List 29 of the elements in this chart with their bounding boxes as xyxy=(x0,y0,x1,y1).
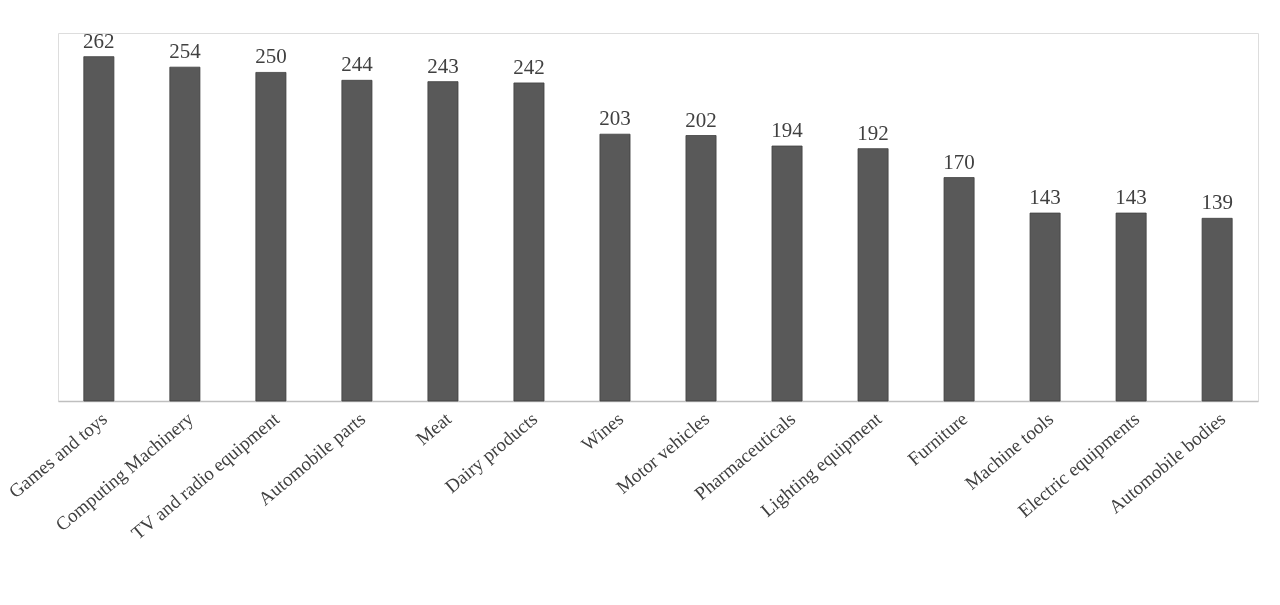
data-label: 143 xyxy=(1115,185,1147,210)
bar xyxy=(857,148,889,402)
bar xyxy=(1115,212,1147,402)
bar xyxy=(771,145,803,402)
bar xyxy=(1201,217,1233,402)
bar xyxy=(427,81,459,402)
data-label: 203 xyxy=(599,106,631,131)
bar xyxy=(513,82,545,402)
bar xyxy=(83,56,115,402)
data-label: 139 xyxy=(1201,190,1233,215)
x-tick-label: Meat xyxy=(411,407,456,450)
data-label: 262 xyxy=(83,28,115,53)
data-label: 242 xyxy=(513,54,545,79)
data-label: 143 xyxy=(1029,185,1061,210)
data-label: 254 xyxy=(169,39,202,64)
data-label: 170 xyxy=(943,149,975,174)
bar xyxy=(255,72,287,402)
data-label: 192 xyxy=(857,120,889,145)
bar xyxy=(169,66,201,402)
bar xyxy=(1029,212,1061,402)
bar xyxy=(685,135,717,402)
data-label: 243 xyxy=(427,53,459,78)
data-label: 244 xyxy=(341,52,374,77)
data-label: 250 xyxy=(255,44,287,69)
bar xyxy=(599,133,631,402)
bar xyxy=(341,79,373,402)
bar xyxy=(943,177,975,402)
data-label: 194 xyxy=(771,118,804,143)
data-label: 202 xyxy=(685,107,717,132)
